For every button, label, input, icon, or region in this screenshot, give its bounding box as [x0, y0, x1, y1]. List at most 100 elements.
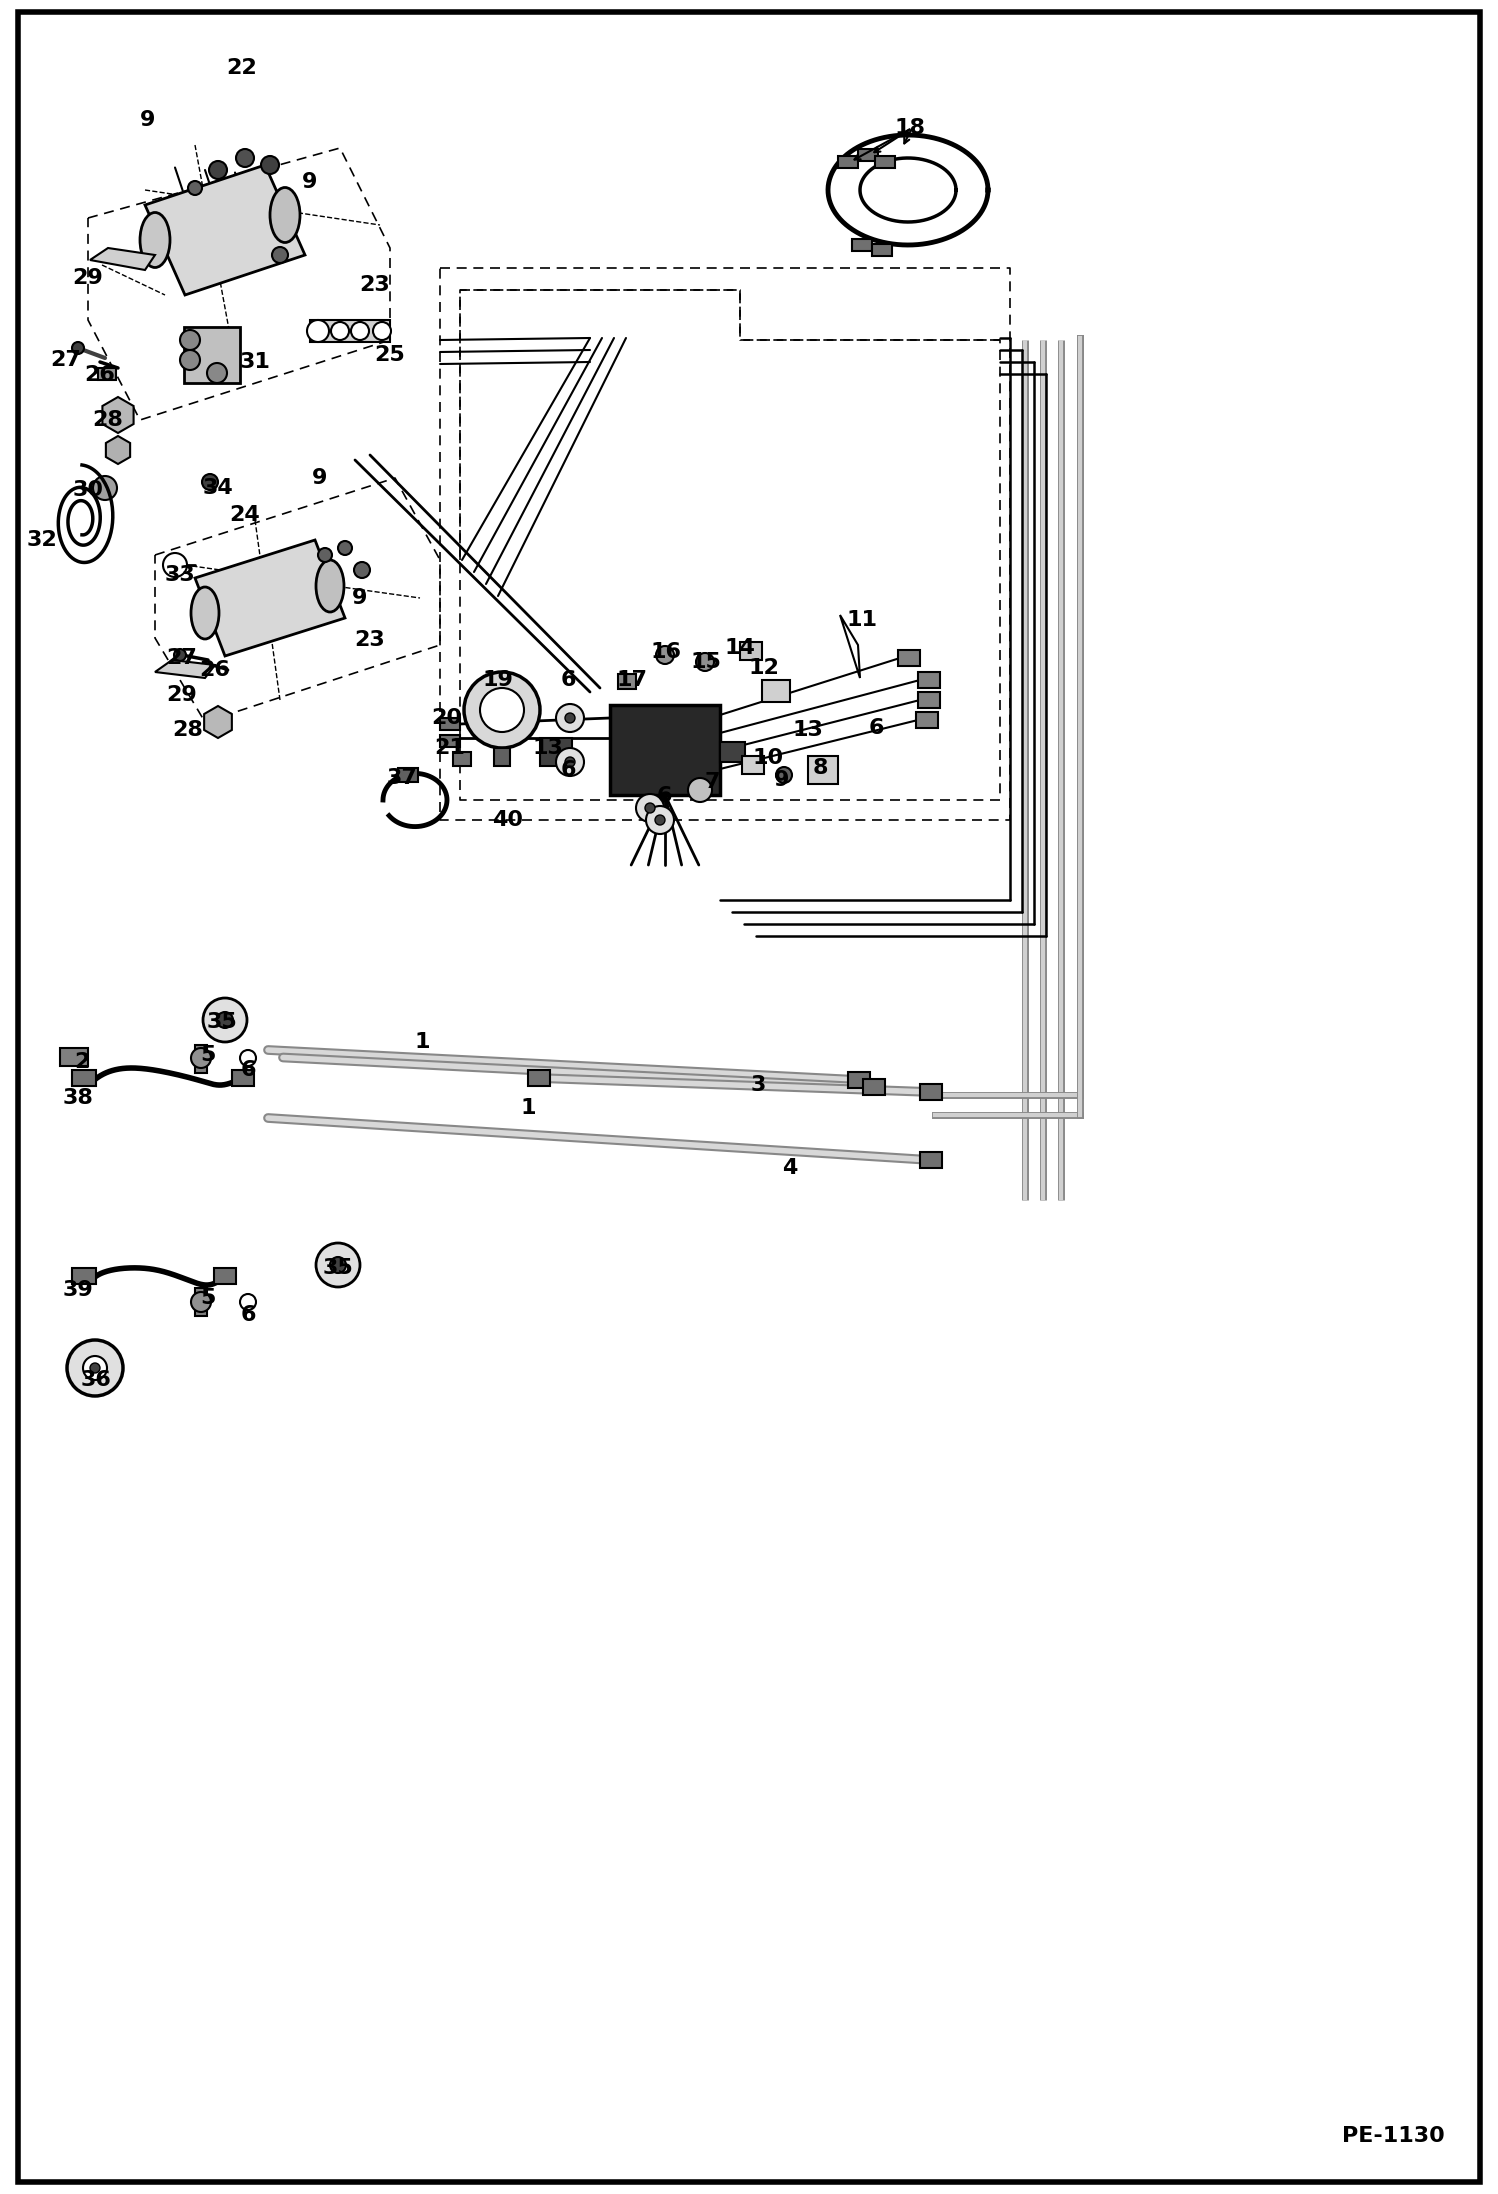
- Text: 25: 25: [374, 344, 406, 364]
- Text: 7: 7: [704, 772, 719, 792]
- Circle shape: [237, 149, 255, 167]
- Text: 28: 28: [172, 720, 204, 739]
- Circle shape: [180, 351, 201, 371]
- Bar: [740, 643, 762, 660]
- Text: 9: 9: [774, 770, 789, 790]
- Circle shape: [202, 474, 219, 489]
- Bar: [610, 704, 721, 794]
- Polygon shape: [154, 660, 216, 678]
- Circle shape: [240, 1051, 256, 1066]
- Text: 13: 13: [533, 737, 563, 757]
- Circle shape: [330, 1257, 346, 1273]
- Text: 13: 13: [792, 720, 824, 739]
- Text: 5: 5: [201, 1044, 216, 1064]
- Circle shape: [67, 1341, 123, 1395]
- Text: 26: 26: [199, 660, 231, 680]
- Ellipse shape: [192, 588, 219, 638]
- Text: 3: 3: [750, 1075, 765, 1095]
- Bar: [920, 1152, 942, 1167]
- Text: 23: 23: [355, 630, 385, 649]
- Text: 33: 33: [165, 566, 195, 586]
- Circle shape: [93, 476, 117, 500]
- Text: 37: 37: [386, 768, 418, 788]
- Text: 27: 27: [166, 647, 198, 667]
- Bar: [807, 757, 837, 783]
- Bar: [915, 713, 938, 728]
- Text: 6: 6: [560, 759, 575, 781]
- Bar: [97, 369, 115, 380]
- Text: 6: 6: [560, 669, 575, 689]
- Bar: [742, 757, 764, 774]
- Bar: [72, 1268, 96, 1283]
- Circle shape: [373, 323, 391, 340]
- Bar: [858, 149, 878, 160]
- Bar: [897, 649, 920, 667]
- Circle shape: [210, 160, 228, 180]
- Text: 23: 23: [360, 274, 391, 294]
- Circle shape: [207, 362, 228, 384]
- Text: 27: 27: [51, 351, 81, 371]
- Text: 10: 10: [752, 748, 783, 768]
- Text: 9: 9: [352, 588, 367, 608]
- Bar: [721, 742, 745, 761]
- Circle shape: [189, 180, 202, 195]
- Text: 17: 17: [617, 669, 647, 689]
- Polygon shape: [90, 248, 154, 270]
- Circle shape: [261, 156, 279, 173]
- Circle shape: [655, 814, 665, 825]
- Text: 26: 26: [84, 364, 115, 384]
- Circle shape: [316, 1244, 360, 1288]
- Circle shape: [464, 671, 539, 748]
- Circle shape: [776, 768, 792, 783]
- Bar: [452, 753, 470, 766]
- Text: 20: 20: [431, 709, 463, 728]
- Circle shape: [351, 323, 369, 340]
- Bar: [539, 737, 572, 766]
- Circle shape: [180, 329, 201, 351]
- Bar: [195, 1288, 207, 1316]
- Text: 6: 6: [869, 717, 884, 737]
- Bar: [60, 1049, 88, 1066]
- Circle shape: [556, 704, 584, 733]
- Bar: [837, 156, 858, 169]
- Text: 22: 22: [226, 57, 258, 79]
- Text: 40: 40: [493, 810, 523, 829]
- Bar: [918, 671, 941, 689]
- Text: 21: 21: [434, 737, 466, 757]
- Circle shape: [273, 248, 288, 263]
- Text: 29: 29: [166, 685, 198, 704]
- Circle shape: [331, 323, 349, 340]
- Circle shape: [318, 548, 333, 562]
- Text: 9: 9: [141, 110, 156, 129]
- Polygon shape: [195, 540, 345, 656]
- Text: 14: 14: [725, 638, 755, 658]
- Ellipse shape: [270, 186, 300, 244]
- Text: 35: 35: [207, 1011, 237, 1031]
- Circle shape: [72, 342, 84, 353]
- Ellipse shape: [316, 559, 345, 612]
- Circle shape: [174, 649, 186, 660]
- Text: 19: 19: [482, 669, 514, 689]
- Circle shape: [556, 748, 584, 777]
- Circle shape: [565, 757, 575, 768]
- Bar: [214, 1268, 237, 1283]
- Text: 5: 5: [201, 1288, 216, 1308]
- Circle shape: [479, 689, 524, 733]
- Text: 12: 12: [749, 658, 779, 678]
- Text: 6: 6: [240, 1060, 256, 1079]
- Bar: [527, 1071, 550, 1086]
- Bar: [195, 1044, 207, 1073]
- Text: 6: 6: [240, 1305, 256, 1325]
- Text: 36: 36: [81, 1369, 111, 1391]
- Circle shape: [688, 779, 712, 803]
- Text: 2: 2: [75, 1051, 90, 1073]
- Circle shape: [656, 645, 674, 665]
- Circle shape: [163, 553, 187, 577]
- Circle shape: [646, 803, 655, 814]
- Text: 15: 15: [691, 652, 722, 671]
- Text: PE-1130: PE-1130: [1342, 2126, 1444, 2146]
- Text: 16: 16: [650, 643, 682, 663]
- Text: 24: 24: [229, 505, 261, 524]
- Bar: [918, 691, 941, 709]
- Bar: [184, 327, 240, 384]
